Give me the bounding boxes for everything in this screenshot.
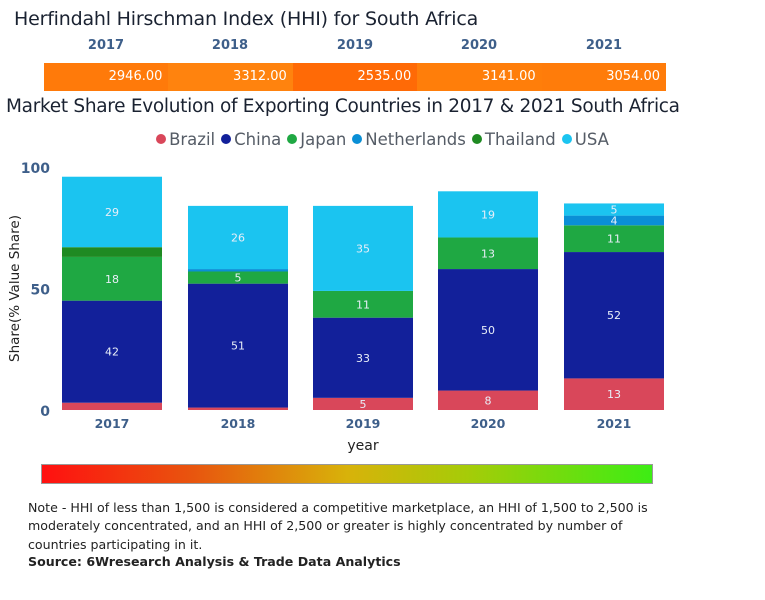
bar-segment-usa [313,205,413,291]
x-axis-label: year [347,438,378,454]
data-label: 42 [105,346,119,359]
bar-segment-brazil [564,378,664,410]
hhi-value-cell: 3054.00 [541,63,667,91]
legend-dot-icon [561,134,572,144]
data-label: 4 [611,214,618,227]
legend-label: Brazil [169,130,216,149]
legend-dot-icon [287,134,298,144]
legend-item-japan[interactable]: Japan [287,130,346,149]
data-label: 11 [607,233,621,246]
data-label: 19 [481,208,495,221]
legend-label: China [234,130,282,149]
data-label: 52 [607,309,621,322]
data-label: 35 [356,242,370,255]
y-tick-label: 100 [21,161,50,177]
y-axis-label: Share(% Value Share) [7,215,23,362]
hhi-value-cell: 3141.00 [417,63,542,91]
hhi-year-row: 2017 2018 2019 2020 2021 [44,38,666,56]
legend-dot-icon [221,134,232,144]
data-label: 5 [360,398,367,411]
x-tick-label: 2019 [346,416,381,431]
bar-segment-japan [62,256,162,301]
chart-title: Market Share Evolution of Exporting Coun… [6,96,680,117]
legend-label: Netherlands [365,130,466,149]
hhi-gradient-scale [41,464,653,484]
data-label: 5 [611,204,618,217]
data-label: 5 [235,272,242,285]
data-label: 11 [356,298,370,311]
legend-label: USA [574,130,609,149]
data-label: 18 [105,273,119,286]
hhi-year: 2019 [336,38,374,53]
data-label: 13 [607,388,621,401]
bar-segment-japan [438,237,538,270]
hhi-value-cell: 2946.00 [44,63,169,91]
hhi-year: 2020 [460,38,498,53]
bar-segment-usa [188,205,288,270]
bar-segment-japan [188,271,288,284]
legend-item-china[interactable]: China [221,130,281,149]
hhi-value-bar: 2946.00 3312.00 2535.00 3141.00 3054.00 [44,63,667,91]
hhi-year: 2017 [87,38,125,53]
chart-legend: Brazil China Japan Netherlands Thailand USA [0,130,765,149]
y-tick-label: 0 [40,404,50,420]
data-label: 13 [481,247,495,260]
hhi-year: 2018 [211,38,249,53]
bar-segment-brazil [313,397,413,410]
bar-segment-thailand [62,247,162,257]
bar-segment-china [62,300,162,403]
hhi-value-cell: 2535.00 [292,63,418,91]
data-label: 8 [485,394,492,407]
data-label: 33 [356,352,370,365]
x-tick-label: 2017 [95,416,130,431]
bar-segment-china [438,269,538,391]
bar-segment-china [564,252,664,379]
bar-segment-usa [62,176,162,248]
legend-label: Thailand [484,130,556,149]
bar-segment-japan [313,290,413,318]
legend-dot-icon [156,134,167,144]
data-label: 29 [105,206,119,219]
data-label: 50 [481,324,495,337]
bar-segment-brazil [438,390,538,410]
hhi-title: Herfindahl Hirschman Index (HHI) for Sou… [14,8,479,30]
bar-segment-china [313,317,413,398]
note-text: Note - HHI of less than 1,500 is conside… [28,500,648,552]
y-tick-label: 50 [31,283,51,299]
bar-segment-usa [438,191,538,238]
legend-dot-icon [352,134,363,144]
data-label: 51 [231,340,245,353]
legend-label: Japan [300,130,347,149]
bar-segment-brazil [188,407,288,410]
bar-segment-netherlands [188,269,288,272]
bar-segment-japan [564,225,664,253]
legend-item-usa[interactable]: USA [561,130,609,149]
legend-item-netherlands[interactable]: Netherlands [352,130,466,149]
data-label: 26 [231,231,245,244]
hhi-value-cell: 3312.00 [168,63,293,91]
bar-segment-usa [564,203,664,216]
x-tick-label: 2018 [221,416,256,431]
x-tick-label: 2021 [597,416,632,431]
source-text: Source: 6Wresearch Analysis & Trade Data… [28,554,401,569]
bar-segment-netherlands [564,215,664,226]
bar-segment-china [188,283,288,408]
legend-item-thailand[interactable]: Thailand [471,130,556,149]
legend-dot-icon [471,134,482,144]
x-tick-label: 2020 [471,416,506,431]
hhi-year: 2021 [585,38,623,53]
bar-segment-brazil [62,402,162,410]
legend-item-brazil[interactable]: Brazil [156,130,215,149]
